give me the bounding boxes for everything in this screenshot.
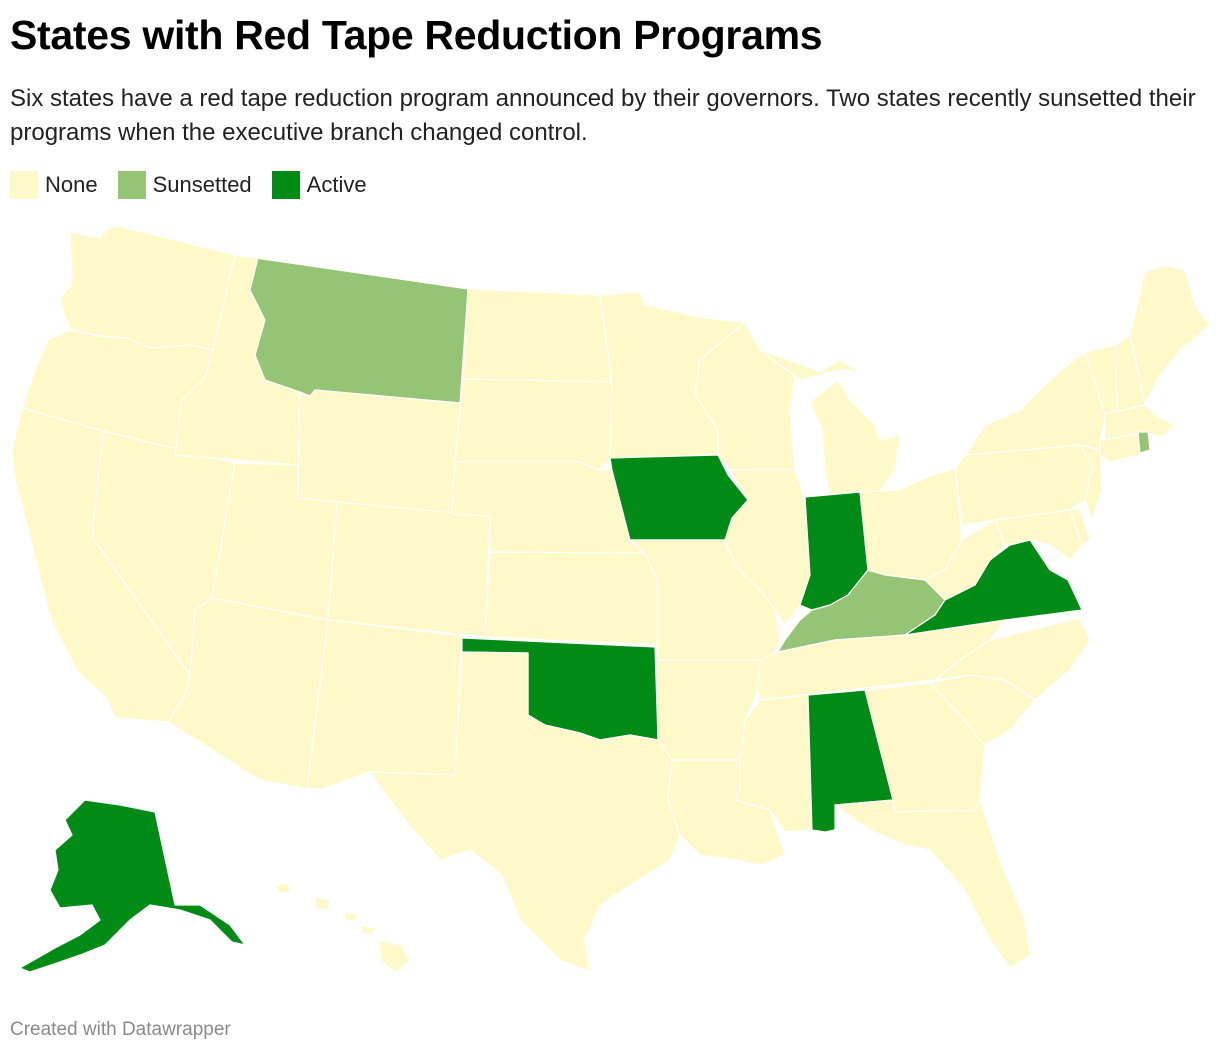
state-florida[interactable] bbox=[834, 799, 1031, 969]
state-rhode-island[interactable] bbox=[1137, 431, 1151, 454]
state-new-mexico[interactable] bbox=[306, 619, 463, 790]
legend-swatch-sunsetted bbox=[117, 171, 146, 199]
legend-label-sunsetted: Sunsetted bbox=[152, 172, 252, 197]
us-states-map bbox=[11, 225, 1211, 973]
state-washington[interactable] bbox=[59, 225, 236, 351]
state-wisconsin[interactable] bbox=[694, 321, 796, 471]
state-kansas[interactable] bbox=[484, 551, 661, 646]
state-iowa[interactable] bbox=[609, 454, 749, 541]
legend-label-active: Active bbox=[306, 172, 367, 197]
state-south-dakota[interactable] bbox=[454, 378, 613, 471]
legend-item-active: Active bbox=[271, 171, 367, 199]
state-hawaii[interactable] bbox=[274, 882, 411, 973]
state-new-york[interactable] bbox=[964, 349, 1106, 456]
legend: None Sunsetted Active bbox=[10, 171, 387, 199]
legend-label-none: None bbox=[45, 172, 98, 197]
legend-swatch-none bbox=[10, 171, 38, 199]
state-north-carolina[interactable] bbox=[934, 617, 1091, 701]
state-montana[interactable] bbox=[234, 254, 469, 404]
state-michigan[interactable] bbox=[759, 349, 901, 497]
state-alaska[interactable] bbox=[19, 799, 246, 973]
legend-item-none: None bbox=[10, 171, 98, 199]
chart-subtitle: Six states have a red tape reduction pro… bbox=[10, 85, 1196, 146]
state-maine[interactable] bbox=[1129, 264, 1211, 406]
footer-credit: Created with Datawrapper bbox=[10, 1019, 231, 1040]
state-north-dakota[interactable] bbox=[462, 288, 613, 383]
legend-swatch-active bbox=[271, 171, 300, 199]
legend-item-sunsetted: Sunsetted bbox=[117, 171, 252, 199]
chart-title: States with Red Tape Reduction Programs bbox=[10, 12, 823, 58]
state-texas[interactable] bbox=[369, 651, 681, 973]
state-colorado[interactable] bbox=[327, 501, 491, 638]
state-delaware[interactable] bbox=[1069, 507, 1091, 546]
state-wyoming[interactable] bbox=[297, 389, 461, 515]
state-connecticut[interactable] bbox=[1099, 433, 1141, 463]
